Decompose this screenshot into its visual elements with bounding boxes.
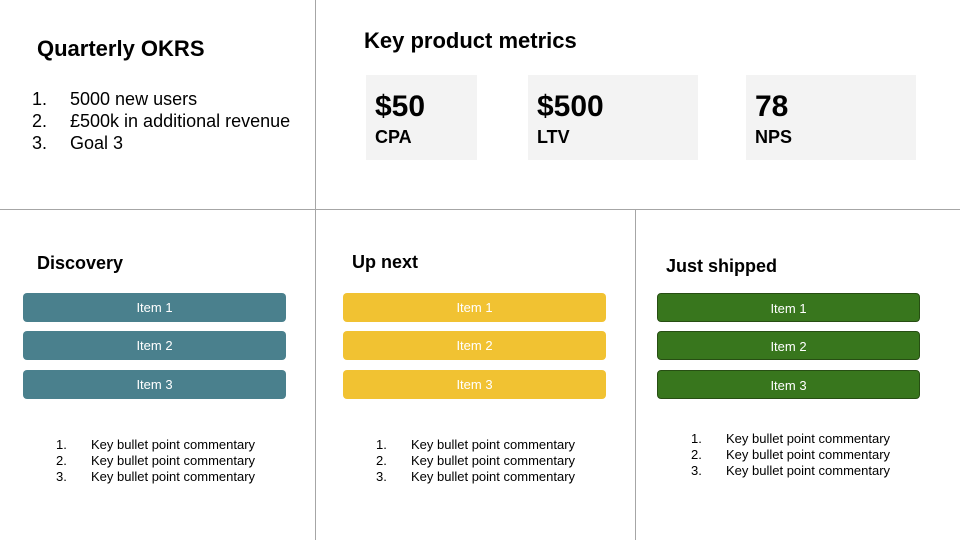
discovery-item[interactable]: Item 3 bbox=[23, 370, 286, 399]
metric-value: $500 bbox=[537, 90, 604, 123]
list-item-number: 2. bbox=[56, 453, 67, 468]
vertical-divider-top bbox=[315, 0, 316, 540]
discovery-item[interactable]: Item 2 bbox=[23, 331, 286, 360]
metric-card-cpa: $50 CPA bbox=[366, 75, 477, 160]
list-item-text: Key bullet point commentary bbox=[411, 437, 576, 452]
list-item-text: Key bullet point commentary bbox=[726, 431, 891, 446]
vertical-divider-bottom bbox=[635, 209, 636, 540]
discovery-title: Discovery bbox=[37, 253, 124, 273]
up-next-item[interactable]: Item 3 bbox=[343, 370, 606, 399]
discovery-item[interactable]: Item 1 bbox=[23, 293, 286, 322]
just-shipped-title: Just shipped bbox=[666, 256, 778, 276]
up-next-item[interactable]: Item 1 bbox=[343, 293, 606, 322]
list-item-number: 1. bbox=[56, 437, 67, 452]
metric-value: $50 bbox=[375, 90, 426, 123]
okr-number: 1. bbox=[32, 89, 48, 109]
list-item-number: 3. bbox=[376, 469, 387, 484]
just-shipped-item[interactable]: Item 3 bbox=[657, 370, 920, 399]
metric-label: CPA bbox=[375, 127, 412, 147]
metric-value: 78 bbox=[755, 90, 789, 123]
list-item-text: Key bullet point commentary bbox=[411, 469, 576, 484]
list-item-text: Key bullet point commentary bbox=[91, 437, 256, 452]
list-item-number: 3. bbox=[691, 463, 702, 478]
list-item-text: Key bullet point commentary bbox=[726, 463, 891, 478]
horizontal-divider bbox=[0, 209, 960, 210]
list-item-number: 2. bbox=[691, 447, 702, 462]
okr-text: £500k in additional revenue bbox=[70, 111, 291, 131]
list-item-number: 1. bbox=[376, 437, 387, 452]
just-shipped-item[interactable]: Item 2 bbox=[657, 331, 920, 360]
list-item-text: Key bullet point commentary bbox=[726, 447, 891, 462]
just-shipped-item[interactable]: Item 1 bbox=[657, 293, 920, 322]
okr-text: 5000 new users bbox=[70, 89, 198, 109]
list-item-number: 1. bbox=[691, 431, 702, 446]
list-item-text: Key bullet point commentary bbox=[411, 453, 576, 468]
metrics-title: Key product metrics bbox=[364, 28, 577, 53]
okr-number: 3. bbox=[32, 133, 48, 153]
up-next-item[interactable]: Item 2 bbox=[343, 331, 606, 360]
okrs-title: Quarterly OKRS bbox=[37, 36, 205, 61]
list-item-number: 2. bbox=[376, 453, 387, 468]
list-item-number: 3. bbox=[56, 469, 67, 484]
up-next-title: Up next bbox=[352, 252, 419, 272]
list-item-text: Key bullet point commentary bbox=[91, 469, 256, 484]
metric-card-nps: 78 NPS bbox=[746, 75, 916, 160]
metric-label: NPS bbox=[755, 127, 793, 147]
metric-card-ltv: $500 LTV bbox=[528, 75, 698, 160]
okr-number: 2. bbox=[32, 111, 48, 131]
metric-label: LTV bbox=[537, 127, 570, 147]
list-item-text: Key bullet point commentary bbox=[91, 453, 256, 468]
okr-text: Goal 3 bbox=[70, 133, 124, 153]
